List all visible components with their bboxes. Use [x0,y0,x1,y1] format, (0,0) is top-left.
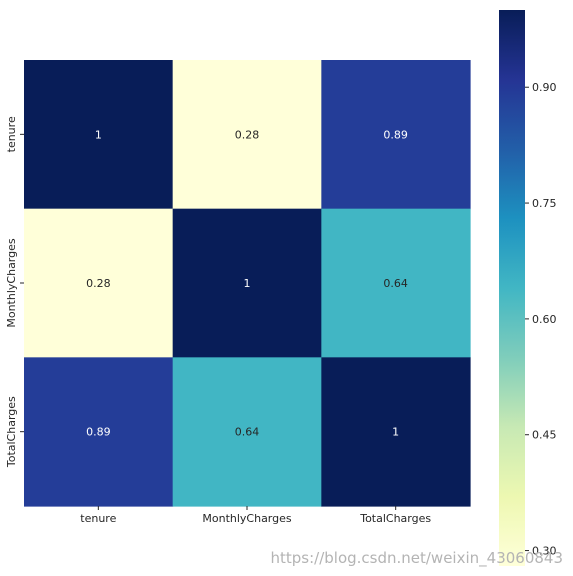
heatmap-cell [172,208,322,358]
cell-annotation: 0.28 [86,277,111,290]
colorbar-tick-label: 0.60 [532,313,557,326]
colorbar-tick-label: 0.90 [532,81,557,94]
y-axis: tenure MonthlyCharges TotalCharges [5,116,24,468]
x-tick-label: TotalCharges [359,512,431,525]
cell-annotation: 1 [392,426,399,439]
heatmap-cell [321,357,471,507]
heatmap-cell [321,60,471,210]
colorbar: 0.30 0.45 0.60 0.75 0.90 [499,10,557,566]
heatmap-cell [172,60,322,210]
heatmap-cell-labels: 1 0.28 0.89 0.28 1 0.64 0.89 0.64 1 [86,128,408,438]
colorbar-gradient [499,10,525,566]
y-tick-label: TotalCharges [5,396,18,468]
heatmap-cell [24,357,174,507]
y-tick-label: MonthlyCharges [5,238,18,328]
cell-annotation: 0.64 [383,277,408,290]
cell-annotation: 1 [95,128,102,141]
cell-annotation: 1 [244,277,251,290]
colorbar-tick-label: 0.75 [532,197,557,210]
heatmap-cell [321,208,471,358]
colorbar-tick-label: 0.30 [532,545,557,558]
cell-annotation: 0.64 [235,426,260,439]
heatmap-cell [172,357,322,507]
heatmap-cell [24,208,174,358]
heatmap-cells [24,60,471,507]
y-tick-label: tenure [5,116,18,152]
x-tick-label: tenure [80,512,116,525]
cell-annotation: 0.89 [86,426,111,439]
cell-annotation: 0.89 [383,128,408,141]
x-axis: tenure MonthlyCharges TotalCharges [80,506,431,525]
cell-annotation: 0.28 [235,128,260,141]
heatmap-cell [24,60,174,210]
x-tick-label: MonthlyCharges [202,512,292,525]
colorbar-tick-label: 0.45 [532,429,557,442]
watermark-text: https://blog.csdn.net/weixin_43060843 [270,549,563,568]
